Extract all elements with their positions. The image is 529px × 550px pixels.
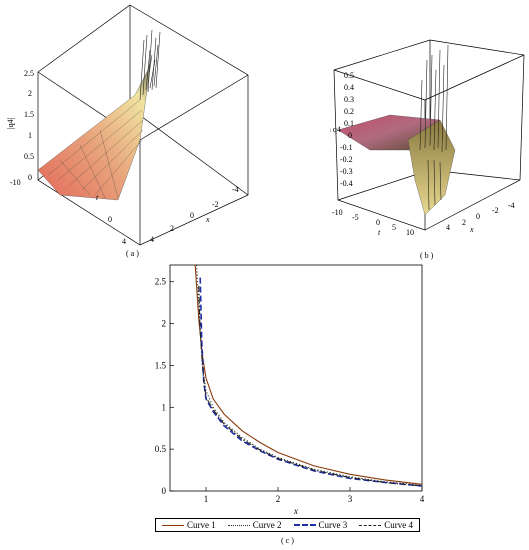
series-line-curve-4: [198, 285, 423, 487]
svg-text:-0.2: -0.2: [340, 155, 353, 164]
legend-item-curve-4: Curve 4: [359, 520, 413, 530]
svg-text:-10: -10: [10, 178, 21, 187]
x-tick-label: 4: [420, 494, 425, 504]
legend-swatch: [293, 524, 316, 526]
panel-c-caption: ( c ): [281, 536, 294, 545]
svg-text:t: t: [378, 228, 381, 237]
svg-text:0.4: 0.4: [344, 83, 354, 92]
svg-text:0: 0: [108, 215, 112, 224]
svg-text:-0.1: -0.1: [340, 143, 353, 152]
legend-item-curve-2: Curve 2: [227, 520, 282, 530]
svg-text:2: 2: [28, 89, 32, 98]
svg-text:-10: -10: [332, 208, 343, 217]
x-axis-label: x: [293, 506, 298, 516]
svg-text:-0.4: -0.4: [340, 179, 353, 188]
x-tick-label: 3: [348, 494, 353, 504]
y-tick-label: 2.5: [155, 277, 167, 287]
svg-text:-4: -4: [508, 201, 515, 210]
svg-text:0.5: 0.5: [344, 71, 354, 80]
svg-text:1.5: 1.5: [24, 110, 34, 119]
svg-text:-4: -4: [232, 185, 239, 194]
legend-swatch: [359, 524, 382, 526]
svg-text:5: 5: [392, 223, 396, 232]
legend-label: Curve 1: [187, 520, 216, 530]
svg-text:t: t: [96, 193, 99, 202]
series-line-curve-1: [194, 264, 423, 485]
chart-legend: Curve 1 Curve 2 Curve 3 Curve 4: [155, 518, 420, 532]
svg-text:x: x: [469, 225, 474, 234]
legend-item-curve-3: Curve 3: [293, 520, 348, 530]
svg-text:0.1: 0.1: [344, 119, 354, 128]
legend-swatch: [227, 524, 250, 526]
svg-text:2.5: 2.5: [24, 69, 34, 78]
svg-text:0: 0: [28, 173, 32, 182]
svg-text:4: 4: [122, 237, 126, 246]
legend-item-curve-1: Curve 1: [162, 520, 216, 530]
x-tick-label: 1: [204, 494, 209, 504]
panel-b-3d-plot: 0.5 0.4 0.3 0.2 0.1 0 -0.1 -0.2 -0.3 -0.…: [330, 39, 525, 260]
series-line-curve-2: [196, 264, 423, 486]
plot-frame: [169, 264, 423, 492]
panel-a-caption: ( a ): [126, 249, 139, 258]
panel-a-z-label: |q4|: [6, 118, 15, 129]
panel-a-3d-plot: 2.5 2 1.5 1 0.5 0 |q4| -10 0 4 t -4 -2 0…: [6, 4, 249, 258]
legend-swatch: [162, 524, 184, 526]
svg-text:2: 2: [170, 224, 174, 233]
svg-text:4: 4: [150, 235, 154, 244]
y-tick-label: 2: [162, 319, 167, 329]
svg-text:0: 0: [348, 131, 352, 140]
legend-label: Curve 3: [318, 520, 348, 530]
panel-a-surface: [37, 54, 153, 201]
panel-b-caption: ( b ): [420, 251, 434, 260]
y-tick-label: 1: [162, 402, 167, 412]
svg-text:-2: -2: [492, 206, 499, 215]
svg-text:0: 0: [190, 211, 194, 220]
svg-text:-0.3: -0.3: [340, 167, 353, 176]
y-tick-label: 1.5: [155, 360, 167, 370]
svg-text:x: x: [205, 215, 210, 224]
svg-text:10: 10: [406, 228, 414, 237]
series-line-curve-3: [199, 277, 423, 487]
svg-text:1: 1: [28, 131, 32, 140]
svg-text:2: 2: [462, 218, 466, 227]
svg-text:-5: -5: [352, 213, 359, 222]
x-tick-label: 2: [276, 494, 281, 504]
svg-text:0.2: 0.2: [344, 107, 354, 116]
svg-text:4: 4: [446, 223, 450, 232]
legend-label: Curve 4: [384, 520, 413, 530]
svg-text:0.5: 0.5: [24, 152, 34, 161]
y-tick-label: 0: [162, 486, 167, 496]
svg-text:0: 0: [376, 218, 380, 227]
y-tick-label: 0.5: [155, 444, 167, 454]
svg-text:0: 0: [476, 212, 480, 221]
panel-b-z-label: Im q4: [330, 125, 341, 134]
legend-label: Curve 2: [252, 520, 282, 530]
svg-text:-2: -2: [212, 200, 219, 209]
svg-text:0.3: 0.3: [344, 95, 354, 104]
